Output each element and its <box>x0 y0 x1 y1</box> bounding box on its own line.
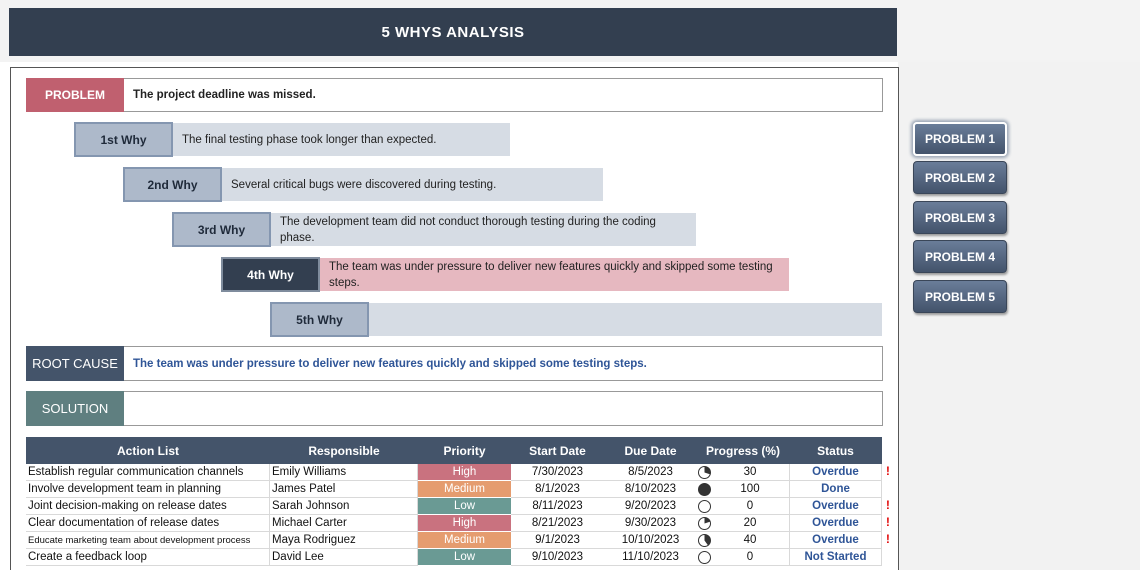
cell: Sarah Johnson <box>270 498 418 515</box>
column-header: Progress (%) <box>705 443 781 458</box>
why-text: The final testing phase took longer than… <box>182 133 437 146</box>
cell: Emily Williams <box>270 464 418 481</box>
main-panel <box>10 67 899 570</box>
root-cause-text: The team was under pressure to deliver n… <box>133 357 647 370</box>
problem-text: The project deadline was missed. <box>133 89 316 101</box>
progress-value: 100 <box>740 483 760 495</box>
status: Not Started <box>789 549 882 566</box>
status: Overdue <box>789 498 882 515</box>
overdue-flag: ! <box>886 534 890 546</box>
cell: Joint decision-making on release dates <box>26 498 270 515</box>
cell: Clear documentation of release dates <box>26 515 270 532</box>
problem-button[interactable]: PROBLEM 4 <box>913 240 1007 273</box>
status: Done <box>789 481 882 498</box>
progress-ball <box>698 551 711 564</box>
cell: 10/10/2023 <box>621 534 680 546</box>
cell: 7/30/2023 <box>531 466 584 478</box>
header-bar <box>9 8 897 56</box>
why-label: 3rd Why <box>172 212 271 247</box>
priority-tag: High <box>418 464 511 481</box>
root-cause-label: ROOT CAUSE <box>26 346 124 381</box>
cell: 9/10/2023 <box>531 551 584 563</box>
overdue-flag: ! <box>886 466 890 478</box>
problem-button[interactable]: PROBLEM 3 <box>913 201 1007 234</box>
priority-tag: Low <box>418 549 511 566</box>
title: 5 WHYS ANALYSIS <box>381 23 525 41</box>
cell: 8/21/2023 <box>531 517 584 529</box>
why-label: 1st Why <box>74 122 173 157</box>
progress-ball <box>698 466 711 479</box>
why-text-bg <box>368 303 882 336</box>
cell: Establish regular communication channels <box>26 464 270 481</box>
overdue-flag: ! <box>886 517 890 529</box>
solution-label: SOLUTION <box>26 391 124 426</box>
cell: 9/1/2023 <box>535 534 580 546</box>
problem-button[interactable]: PROBLEM 1 <box>913 122 1007 156</box>
column-header: Due Date <box>624 443 677 458</box>
priority-tag: Low <box>418 498 511 515</box>
column-header: Status <box>817 443 854 458</box>
solution-box <box>26 391 883 426</box>
why-text-bg <box>319 258 789 291</box>
cell: David Lee <box>270 549 418 566</box>
priority-tag: Medium <box>418 532 511 549</box>
problem-box <box>26 78 883 112</box>
status: Overdue <box>789 464 882 481</box>
column-header: Responsible <box>308 443 380 458</box>
cell: 8/1/2023 <box>535 483 580 495</box>
cell: James Patel <box>270 481 418 498</box>
cell: 9/20/2023 <box>624 500 677 512</box>
cell: Create a feedback loop <box>26 549 270 566</box>
cell: 8/10/2023 <box>624 483 677 495</box>
why-text: Several critical bugs were discovered du… <box>231 178 497 191</box>
why-text-bg <box>172 123 510 156</box>
why-text: The development team did not conduct tho… <box>280 215 656 244</box>
progress-value: 30 <box>743 466 757 478</box>
progress-value: 0 <box>746 551 754 563</box>
status: Overdue <box>789 532 882 549</box>
why-label: 4th Why <box>221 257 320 292</box>
cell: 9/30/2023 <box>624 517 677 529</box>
progress-value: 20 <box>743 517 757 529</box>
column-header: Start Date <box>529 443 586 458</box>
problem-button[interactable]: PROBLEM 2 <box>913 161 1007 194</box>
column-header: Priority <box>443 443 486 458</box>
progress-value: 40 <box>743 534 757 546</box>
why-text-bg <box>221 168 603 201</box>
status: Overdue <box>789 515 882 532</box>
why-label: 2nd Why <box>123 167 222 202</box>
cell: Michael Carter <box>270 515 418 532</box>
why-text-bg <box>270 213 696 246</box>
cell: 8/5/2023 <box>628 466 673 478</box>
problem-button[interactable]: PROBLEM 5 <box>913 280 1007 313</box>
why-label: 5th Why <box>270 302 369 337</box>
progress-ball <box>698 517 711 530</box>
progress-ball <box>698 483 711 496</box>
cell: 8/11/2023 <box>532 500 583 512</box>
cell: Involve development team in planning <box>26 481 270 498</box>
cell: Educate marketing team about development… <box>26 532 270 549</box>
priority-tag: Medium <box>418 481 511 498</box>
table-header <box>26 437 882 464</box>
cell: Maya Rodriguez <box>270 532 418 549</box>
priority-tag: High <box>418 515 511 532</box>
progress-ball <box>698 534 711 547</box>
why-text: The team was under pressure to deliver n… <box>329 260 773 289</box>
cell: 11/10/2023 <box>622 551 679 563</box>
overdue-flag: ! <box>886 500 890 512</box>
column-header: Action List <box>117 443 179 458</box>
problem-label: PROBLEM <box>26 78 124 112</box>
progress-value: 0 <box>746 500 754 512</box>
progress-ball <box>698 500 711 513</box>
